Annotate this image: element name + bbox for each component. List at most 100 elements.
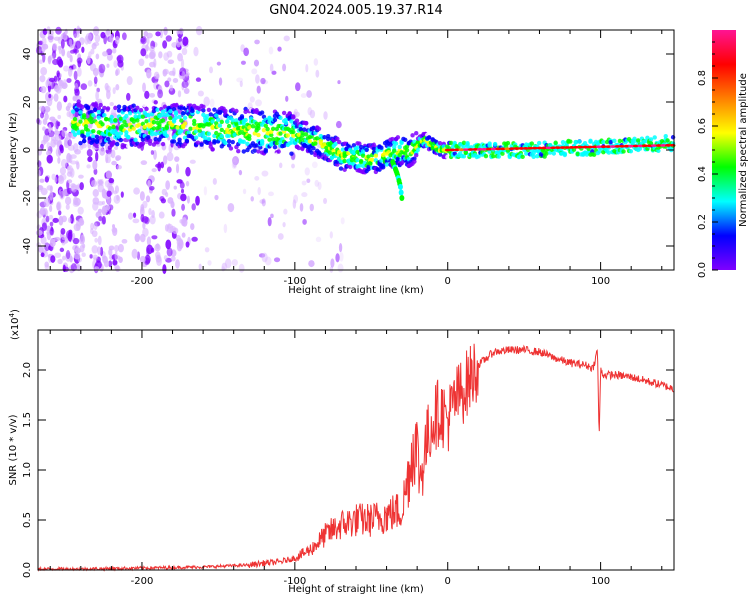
spectrogram-noise-cell: [121, 238, 128, 244]
spectrogram-ridge-cell: [252, 148, 257, 153]
spectrogram-noise-cell: [43, 197, 51, 207]
spectrogram-ridge-cell: [100, 122, 105, 127]
spectrogram-ridge-cell: [111, 140, 116, 145]
spectrogram-ridge-cell: [381, 163, 386, 168]
spectrogram-noise-cell: [139, 191, 145, 202]
spectrogram-noise-cell: [242, 188, 247, 195]
snr-axes: -200 -100 0 100 0.0 0.5 1.0 1.5 2.0: [22, 330, 674, 587]
spectrogram-noise-cell: [323, 111, 328, 120]
spectrogram-noise-cell: [166, 166, 172, 174]
spectrogram-noise-cell: [154, 243, 161, 252]
spectrogram-ridge-cell: [274, 140, 280, 146]
spectrogram-ridge-cell: [160, 118, 166, 123]
snr-xtick-label: 100: [591, 576, 610, 587]
spectrogram-noise-cell: [157, 89, 164, 99]
spectrogram-noise-cell: [45, 215, 50, 223]
spectrogram-noise-cell: [113, 60, 118, 68]
spectrogram-noise-cell: [60, 228, 66, 235]
spectrogram-noise-cell: [301, 180, 307, 186]
spectrogram-ridge-cell: [247, 133, 252, 139]
spectrogram-peak-cell: [563, 146, 570, 149]
spectrogram-noise-cell: [144, 54, 149, 59]
spectrogram-ridge-cell: [182, 115, 188, 121]
spectrogram-ridge-cell: [612, 138, 617, 144]
spectrogram-noise-cell: [302, 218, 307, 225]
spectrogram-ridge-cell: [226, 139, 232, 144]
spectrogram-peak-cell: [568, 145, 575, 149]
spectrogram-noise-cell: [218, 77, 223, 86]
spectrogram-noise-cell: [255, 74, 260, 84]
spectrogram-noise-cell: [153, 149, 157, 160]
spectrogram-ridge-cell: [544, 151, 549, 156]
spectrogram-ridge-cell: [168, 115, 173, 121]
spectrogram-ridge-cell: [591, 152, 597, 157]
spectrogram-ridge-cell: [314, 136, 320, 141]
spectrogram-ridge-cell: [94, 138, 100, 143]
spectrogram-ridge-cell: [536, 140, 542, 146]
spectrogram-noise-cell: [53, 236, 61, 242]
spectrogram-ridge-cell: [300, 146, 305, 152]
spectrogram-ridge-cell: [127, 111, 133, 116]
spectrogram-noise-cell: [101, 215, 106, 225]
snr-ytick-label: 0.0: [22, 562, 33, 578]
spectrogram-noise-cell: [94, 34, 101, 43]
spectrogram-noise-cell: [262, 80, 269, 85]
spectrogram-noise-cell: [95, 90, 99, 101]
spectrogram-noise-cell: [67, 231, 73, 242]
spectrogram-noise-cell: [335, 120, 342, 129]
spectrogram-ridge-cell: [151, 126, 157, 131]
figure-title: GN04.2024.005.19.37.R14: [269, 3, 443, 18]
spectrogram-noise-cell: [72, 201, 80, 208]
spectrogram-ridge-cell: [371, 142, 377, 147]
spectrogram-peak-cell: [550, 146, 557, 150]
spectrogram-peak-cell: [591, 145, 598, 149]
spectrogram-noise-cell: [140, 160, 148, 166]
spectrogram-noise-cell: [166, 247, 173, 257]
spectrogram-noise-cell: [309, 203, 314, 212]
spectrogram-ridge-cell: [171, 139, 177, 144]
spectrogram-noise-cell: [70, 263, 77, 272]
spectrogram-ridge-cell: [201, 108, 206, 113]
spectrogram-ridge-cell: [241, 149, 246, 154]
spectrogram-ridge-cell: [316, 126, 322, 131]
spectrogram-ridge-cell: [94, 144, 100, 149]
spectrogram-noise-cell: [49, 205, 53, 212]
spectrogram-noise-cell: [92, 254, 98, 260]
spectrogram-noise-cell: [177, 37, 183, 43]
spectrogram-ridge-cell: [87, 136, 92, 141]
spectrogram-ridge-cell: [98, 102, 103, 108]
spectrogram-ridge-cell: [118, 131, 124, 136]
spectrogram-ridge-cell: [414, 131, 419, 136]
spectrogram-ridge-cell: [142, 124, 147, 129]
spectrogram-noise-cell: [161, 188, 168, 196]
spectrogram-ridge-cell: [175, 125, 180, 130]
spectrogram-noise-cell: [112, 87, 116, 95]
spectrogram-noise-cell: [140, 48, 147, 57]
spectrogram-peak-cell: [573, 145, 580, 149]
spectrogram-noise-cell: [162, 264, 167, 275]
spectrogram-noise-cell: [139, 255, 146, 264]
spectrogram-noise-cell: [170, 200, 175, 209]
spectrogram-ridge-cell: [652, 135, 657, 140]
spectrogram-noise-cell: [64, 196, 72, 206]
spectrogram-ridge-cell: [256, 126, 261, 131]
spectrogram-ridge-cell: [342, 158, 347, 164]
spectrogram-ridge-cell: [529, 141, 535, 146]
spectrogram-ridge-cell: [160, 141, 166, 147]
spectrogram-peak-cell: [600, 145, 607, 149]
spectrogram-noise-cell: [81, 252, 86, 258]
spectrogram-noise-cell: [106, 89, 111, 100]
spectrogram-ridge-cell: [197, 132, 202, 137]
spectrogram-ridge-cell: [278, 131, 283, 136]
spectrogram-ridge-cell: [289, 140, 294, 145]
spectrogram-noise-cell: [148, 185, 155, 191]
spectrogram-noise-cell: [48, 93, 52, 99]
spectrogram-ridge-cell: [144, 119, 149, 124]
spectrogram-ridge-cell: [461, 154, 467, 159]
spectrogram-noise-cell: [176, 30, 180, 35]
spectrogram-peak-cell: [669, 143, 676, 147]
spectrogram-noise-cell: [166, 223, 174, 234]
spectrogram-ridge-cell: [344, 147, 349, 152]
spectrogram-noise-cell: [185, 180, 190, 187]
spectrogram-noise-cell: [191, 236, 198, 242]
